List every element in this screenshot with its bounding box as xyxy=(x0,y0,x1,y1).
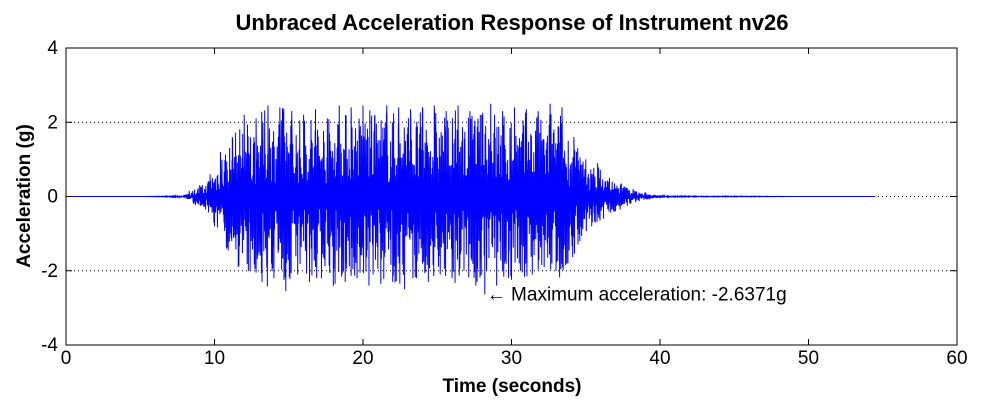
x-tick-label: 20 xyxy=(352,348,373,369)
y-tick-label: 0 xyxy=(47,187,58,208)
annotation-layer: ← Maximum acceleration: -2.6371g xyxy=(487,284,787,305)
x-tick-label: 30 xyxy=(501,348,522,369)
x-tick-label: 0 xyxy=(61,348,72,369)
y-tick-label: -2 xyxy=(41,261,58,282)
y-axis-label: Acceleration (g) xyxy=(14,124,35,268)
y-tick-label: -4 xyxy=(41,335,58,356)
signal-layer xyxy=(66,103,876,295)
x-tick-label: 50 xyxy=(798,348,819,369)
ticks-layer: 0 10 20 30 40 50 60 -4 -2 0 2 4 xyxy=(41,38,967,369)
series-line xyxy=(66,103,876,295)
y-tick-label: 4 xyxy=(47,38,58,59)
chart-title: Unbraced Acceleration Response of Instru… xyxy=(236,10,789,35)
max-acceleration-annotation: ← Maximum acceleration: -2.6371g xyxy=(487,284,787,305)
x-tick-label: 10 xyxy=(204,348,225,369)
x-axis-label: Time (seconds) xyxy=(442,376,581,397)
x-tick-label: 60 xyxy=(946,348,967,369)
y-tick-label: 2 xyxy=(47,112,58,133)
x-tick-label: 40 xyxy=(649,348,670,369)
